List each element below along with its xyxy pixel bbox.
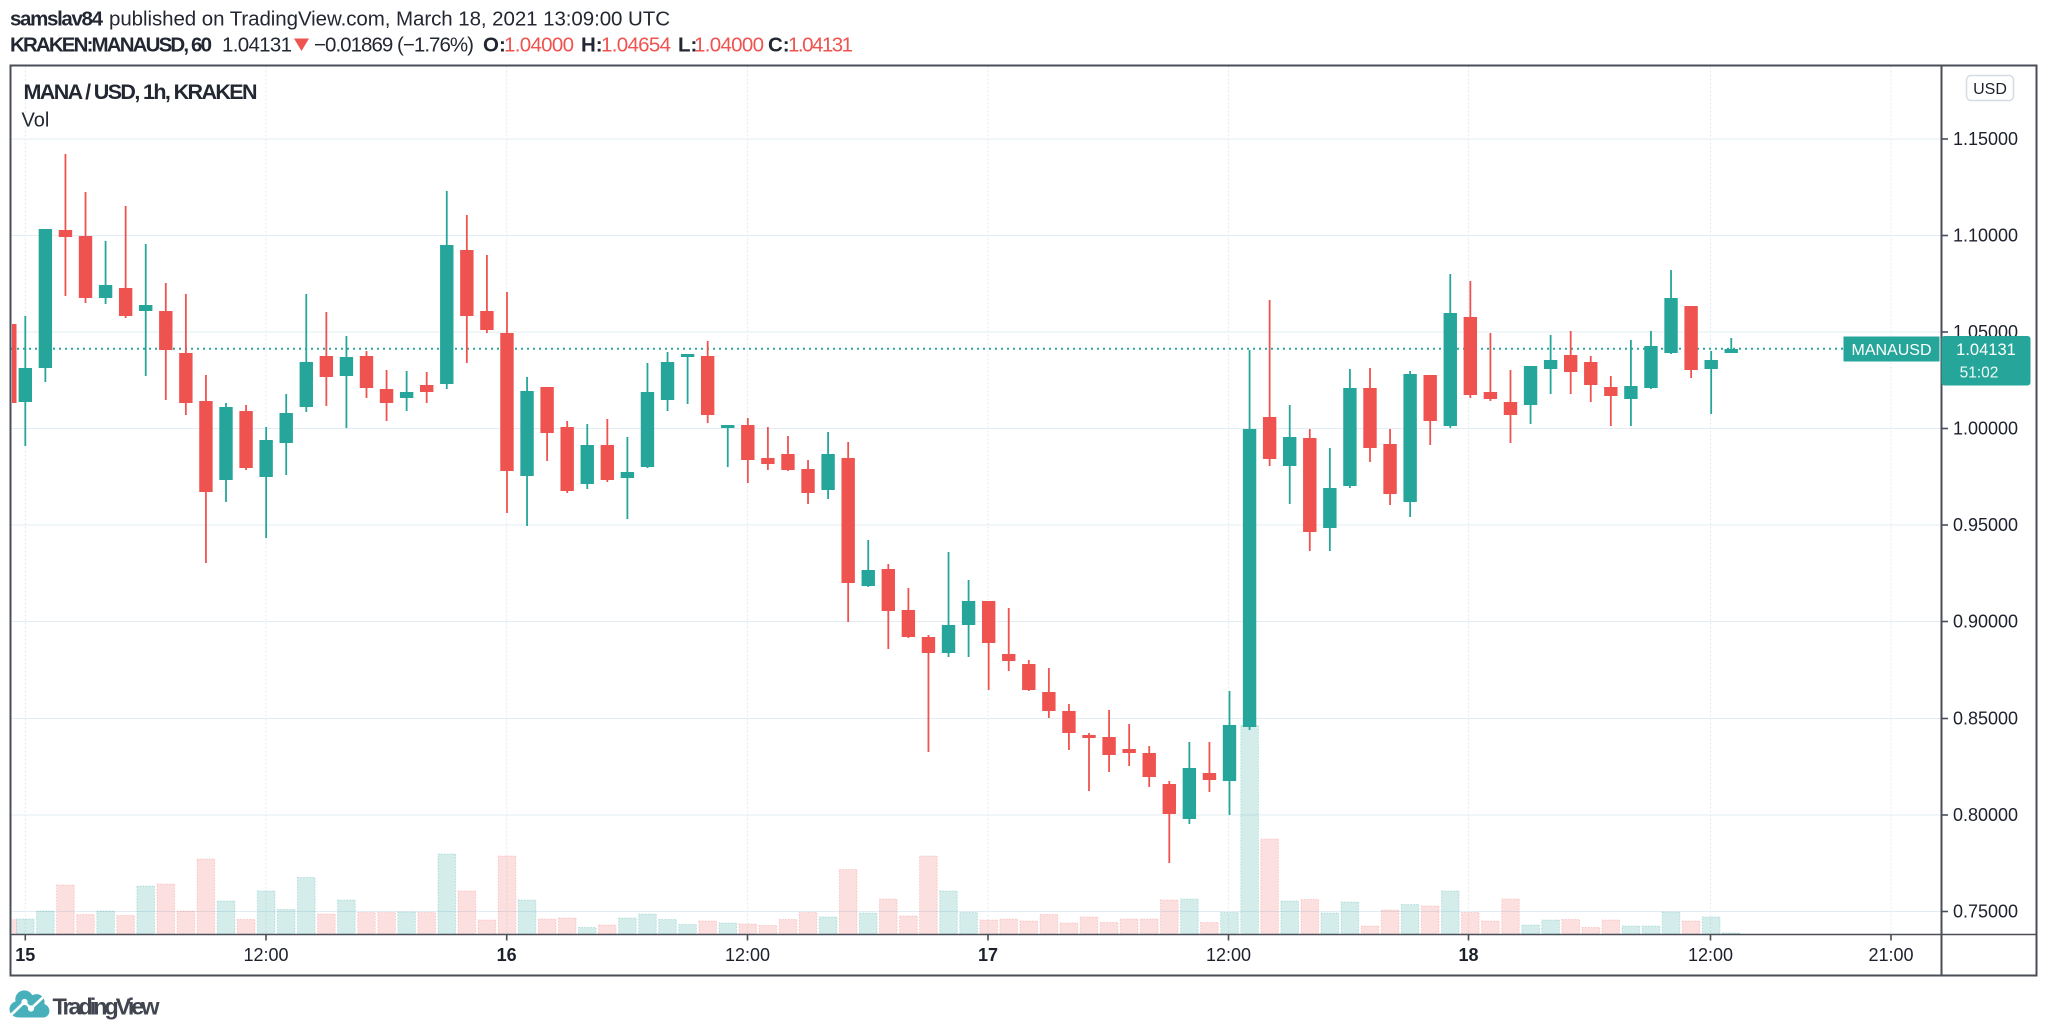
svg-text:C:: C:	[768, 34, 790, 57]
svg-text:Vol: Vol	[22, 110, 50, 132]
svg-text:O:: O:	[483, 34, 506, 57]
svg-text:12:00: 12:00	[1206, 945, 1251, 965]
svg-text:TradingView: TradingView	[53, 994, 161, 1020]
svg-text:1.04654: 1.04654	[601, 34, 671, 57]
svg-text:12:00: 12:00	[725, 945, 770, 965]
svg-text:USD: USD	[1973, 81, 2007, 98]
svg-text:1.10000: 1.10000	[1953, 226, 2018, 246]
svg-text:0.80000: 0.80000	[1953, 805, 2018, 825]
svg-text:16: 16	[497, 945, 517, 965]
svg-text:51:02: 51:02	[1960, 365, 1999, 382]
svg-text:KRAKEN:MANAUSD, 60: KRAKEN:MANAUSD, 60	[10, 34, 212, 57]
svg-text:18: 18	[1458, 945, 1478, 965]
svg-text:17: 17	[978, 945, 998, 965]
svg-text:−0.01869 (−1.76%): −0.01869 (−1.76%)	[314, 34, 474, 57]
svg-text:published on TradingView.com,: published on TradingView.com, March 18, …	[109, 8, 670, 31]
svg-text:1.04000: 1.04000	[504, 34, 574, 57]
svg-text:21:00: 21:00	[1868, 945, 1913, 965]
svg-text:samslav84: samslav84	[10, 8, 104, 31]
svg-text:1.15000: 1.15000	[1953, 129, 2018, 149]
svg-text:12:00: 12:00	[243, 945, 288, 965]
svg-text:0.95000: 0.95000	[1953, 515, 2018, 535]
svg-text:1.04131: 1.04131	[1956, 341, 2016, 359]
svg-text:0.85000: 0.85000	[1953, 709, 2018, 729]
svg-text:12:00: 12:00	[1688, 945, 1733, 965]
svg-text:MANA / USD, 1h, KRAKEN: MANA / USD, 1h, KRAKEN	[24, 80, 258, 104]
svg-text:1.00000: 1.00000	[1953, 419, 2018, 439]
svg-text:0.90000: 0.90000	[1953, 612, 2018, 632]
svg-text:1.04131: 1.04131	[788, 34, 853, 57]
svg-text:1.04131: 1.04131	[222, 34, 292, 57]
svg-text:15: 15	[15, 945, 35, 965]
svg-text:1.04000: 1.04000	[694, 34, 764, 57]
svg-text:H:: H:	[581, 34, 603, 57]
svg-text:MANAUSD: MANAUSD	[1852, 342, 1932, 359]
svg-text:0.75000: 0.75000	[1953, 902, 2018, 922]
svg-text:L:: L:	[678, 34, 697, 57]
